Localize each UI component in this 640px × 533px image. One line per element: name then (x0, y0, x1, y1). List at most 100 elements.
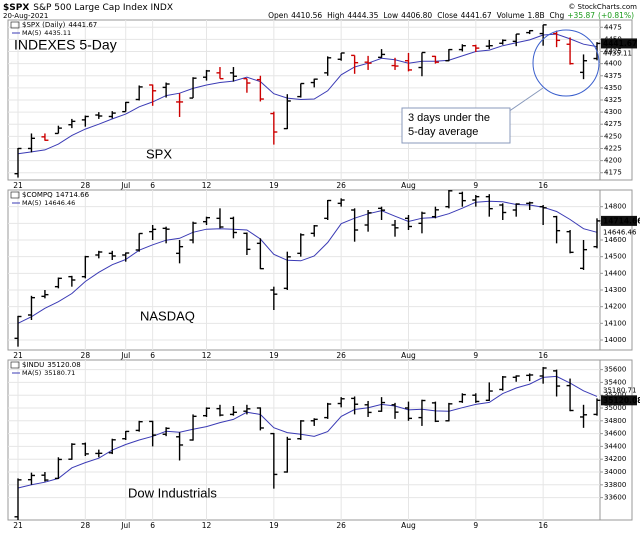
y-tick-label: 4425 (604, 48, 622, 56)
x-tick-label: 19 (269, 351, 279, 360)
close-price-label: 35120.08 (603, 396, 640, 405)
x-tick-label: 26 (336, 181, 346, 190)
stat-label: Volume (497, 11, 525, 20)
legend-value: 35120.08 (47, 361, 80, 369)
stat-value: 4406.80 (401, 11, 432, 20)
legend-ma-name: MA(5) (22, 29, 41, 37)
y-tick-label: 4375 (604, 72, 622, 80)
x-tick-label: Jul (120, 351, 130, 360)
stat-value: 4444.35 (347, 11, 378, 20)
y-tick-label: 4225 (604, 144, 622, 152)
y-tick-label: 14200 (604, 303, 626, 311)
legend-icon (10, 361, 20, 369)
legend-price: $COMPQ 14714.66 (22, 191, 90, 199)
legend-symbol: $SPX (Daily) (22, 21, 66, 29)
annotation: SPX (146, 146, 172, 161)
x-tick-label: 28 (81, 181, 91, 190)
annotation: Dow Industrials (128, 485, 217, 500)
y-tick-label: 4325 (604, 96, 622, 104)
y-tick-label: 34600 (604, 430, 626, 438)
x-tick-label: 9 (473, 351, 478, 360)
x-tick-label: 6 (150, 351, 155, 360)
y-tick-label: 14300 (604, 286, 626, 294)
x-tick-label: 9 (473, 181, 478, 190)
y-tick-label: 35400 (604, 378, 626, 386)
panel: 33600 33800 34000 34200 34400 34600 34800 35000… (7, 359, 640, 530)
x-tick-label: 26 (336, 351, 346, 360)
ma-line (17, 33, 598, 155)
legend-price: $INDU 35120.08 (22, 361, 81, 369)
x-tick-label: 16 (538, 521, 548, 530)
close-price-box (601, 215, 637, 226)
x-tick-label: Aug (401, 351, 416, 360)
y-tick-label: 34200 (604, 455, 626, 463)
y-tick-label: 14000 (604, 336, 626, 344)
callout-line (507, 87, 544, 113)
panel: 4175 4200 4225 4250 4275 4300 4325 4350 4375 4400… (7, 19, 637, 190)
legend-ma: MA(5) 35180.71 (22, 369, 75, 377)
legend-icon (10, 21, 20, 29)
header-date: 20-Aug-2021 (3, 12, 48, 20)
y-tick-label: 34000 (604, 468, 626, 476)
x-tick-label: 26 (336, 521, 346, 530)
stat-label: Close (437, 11, 458, 20)
x-tick-label: 6 (150, 521, 155, 530)
ma-price-label: 4435.11 (603, 49, 632, 57)
y-tick-label: 14600 (604, 236, 626, 244)
y-tick-label: 4350 (604, 84, 622, 92)
y-tick-label: 14500 (604, 253, 626, 261)
y-tick-label: 34800 (604, 417, 626, 425)
callout-text: 5-day average (408, 126, 478, 138)
x-tick-label: 12 (202, 181, 212, 190)
legend-ma-value: 4435.11 (44, 29, 71, 37)
y-tick-label: 33800 (604, 481, 626, 489)
y-tick-label: 14100 (604, 319, 626, 327)
x-tick-label: 9 (473, 521, 478, 530)
annotation: NASDAQ (140, 308, 195, 323)
x-tick-label: Aug (401, 181, 416, 190)
x-tick-label: Jul (120, 181, 130, 190)
callout-box (401, 107, 511, 144)
legend-symbol: $COMPQ (22, 191, 53, 199)
y-tick-label: 14400 (604, 269, 626, 277)
ma-price-label: 14646.46 (603, 228, 637, 236)
x-tick-label: 21 (13, 521, 23, 530)
x-tick-label: 21 (13, 181, 23, 190)
stat-value: 1.8B (528, 11, 545, 20)
x-tick-label: 19 (269, 181, 279, 190)
x-tick-label: Aug (401, 521, 416, 530)
panel: 1400014100142001430014400145001460014700… (7, 189, 640, 360)
legend-ma-name: MA(5) (22, 199, 41, 207)
header-title: $SPX S&P 500 Large Cap Index INDX (3, 3, 173, 13)
ma-price-label: 35180.71 (603, 386, 636, 394)
x-tick-label: 6 (150, 181, 155, 190)
close-price-box (601, 38, 637, 49)
close-price-label: 14714.66 (603, 216, 640, 225)
y-tick-label: 35000 (604, 404, 626, 412)
ma-line (17, 200, 598, 324)
stat-label: Chg (550, 11, 565, 20)
x-tick-label: 21 (13, 351, 23, 360)
x-tick-label: 12 (202, 351, 212, 360)
x-tick-label: 28 (81, 521, 91, 530)
close-price-label: 4441.67 (603, 39, 637, 48)
x-tick-label: 12 (202, 521, 212, 530)
y-tick-label: 34400 (604, 442, 626, 450)
callout-text: 3 days under the (408, 112, 490, 124)
legend-ma: MA(5) 14646.46 (22, 199, 75, 207)
index-name: S&P 500 Large Cap Index INDX (33, 3, 173, 13)
legend-icon (10, 191, 20, 199)
close-price-box (601, 395, 637, 406)
y-tick-label: 4300 (604, 108, 622, 116)
ma-line (17, 375, 598, 489)
stat-label: Open (268, 11, 288, 20)
callout: 3 days under the 5-day average (401, 29, 600, 144)
credit: © StockCharts.com (568, 3, 637, 11)
y-tick-label: 4400 (604, 60, 622, 68)
y-tick-label: 33600 (604, 494, 626, 502)
symbol: $SPX (3, 3, 29, 13)
stat-label: Low (383, 11, 398, 20)
x-tick-label: 16 (538, 351, 548, 360)
y-tick-label: 35200 (604, 391, 626, 399)
legend-value: 14714.66 (56, 191, 90, 199)
